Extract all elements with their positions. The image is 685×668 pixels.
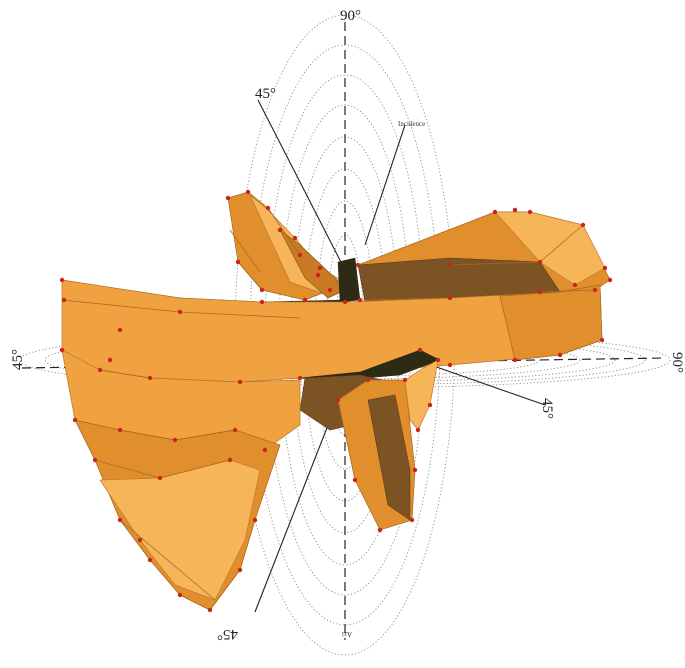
label-upper-left-45: 45° (255, 86, 276, 102)
label-azi: Azi (342, 630, 352, 638)
label-incidence: Incidence (398, 120, 425, 128)
label-bottom-45: 45° (217, 626, 238, 642)
label-top-90: 90° (340, 8, 361, 24)
axis-labels: 90° 45° 45° 90° 45° 45° Incidence Azi 0° (10, 8, 685, 642)
surface-main-band-right (499, 284, 603, 361)
label-lower-right-45: 45° (539, 398, 555, 419)
surface-lower-left-lobe-3 (99, 459, 261, 601)
surface-vertices (59, 189, 613, 613)
surface-lower-spike-dark (367, 394, 411, 521)
label-right-90: 90° (669, 352, 685, 373)
polar-surface (61, 191, 611, 611)
surface-right-wing-inner (357, 257, 561, 303)
label-left-45: 45° (10, 349, 26, 370)
